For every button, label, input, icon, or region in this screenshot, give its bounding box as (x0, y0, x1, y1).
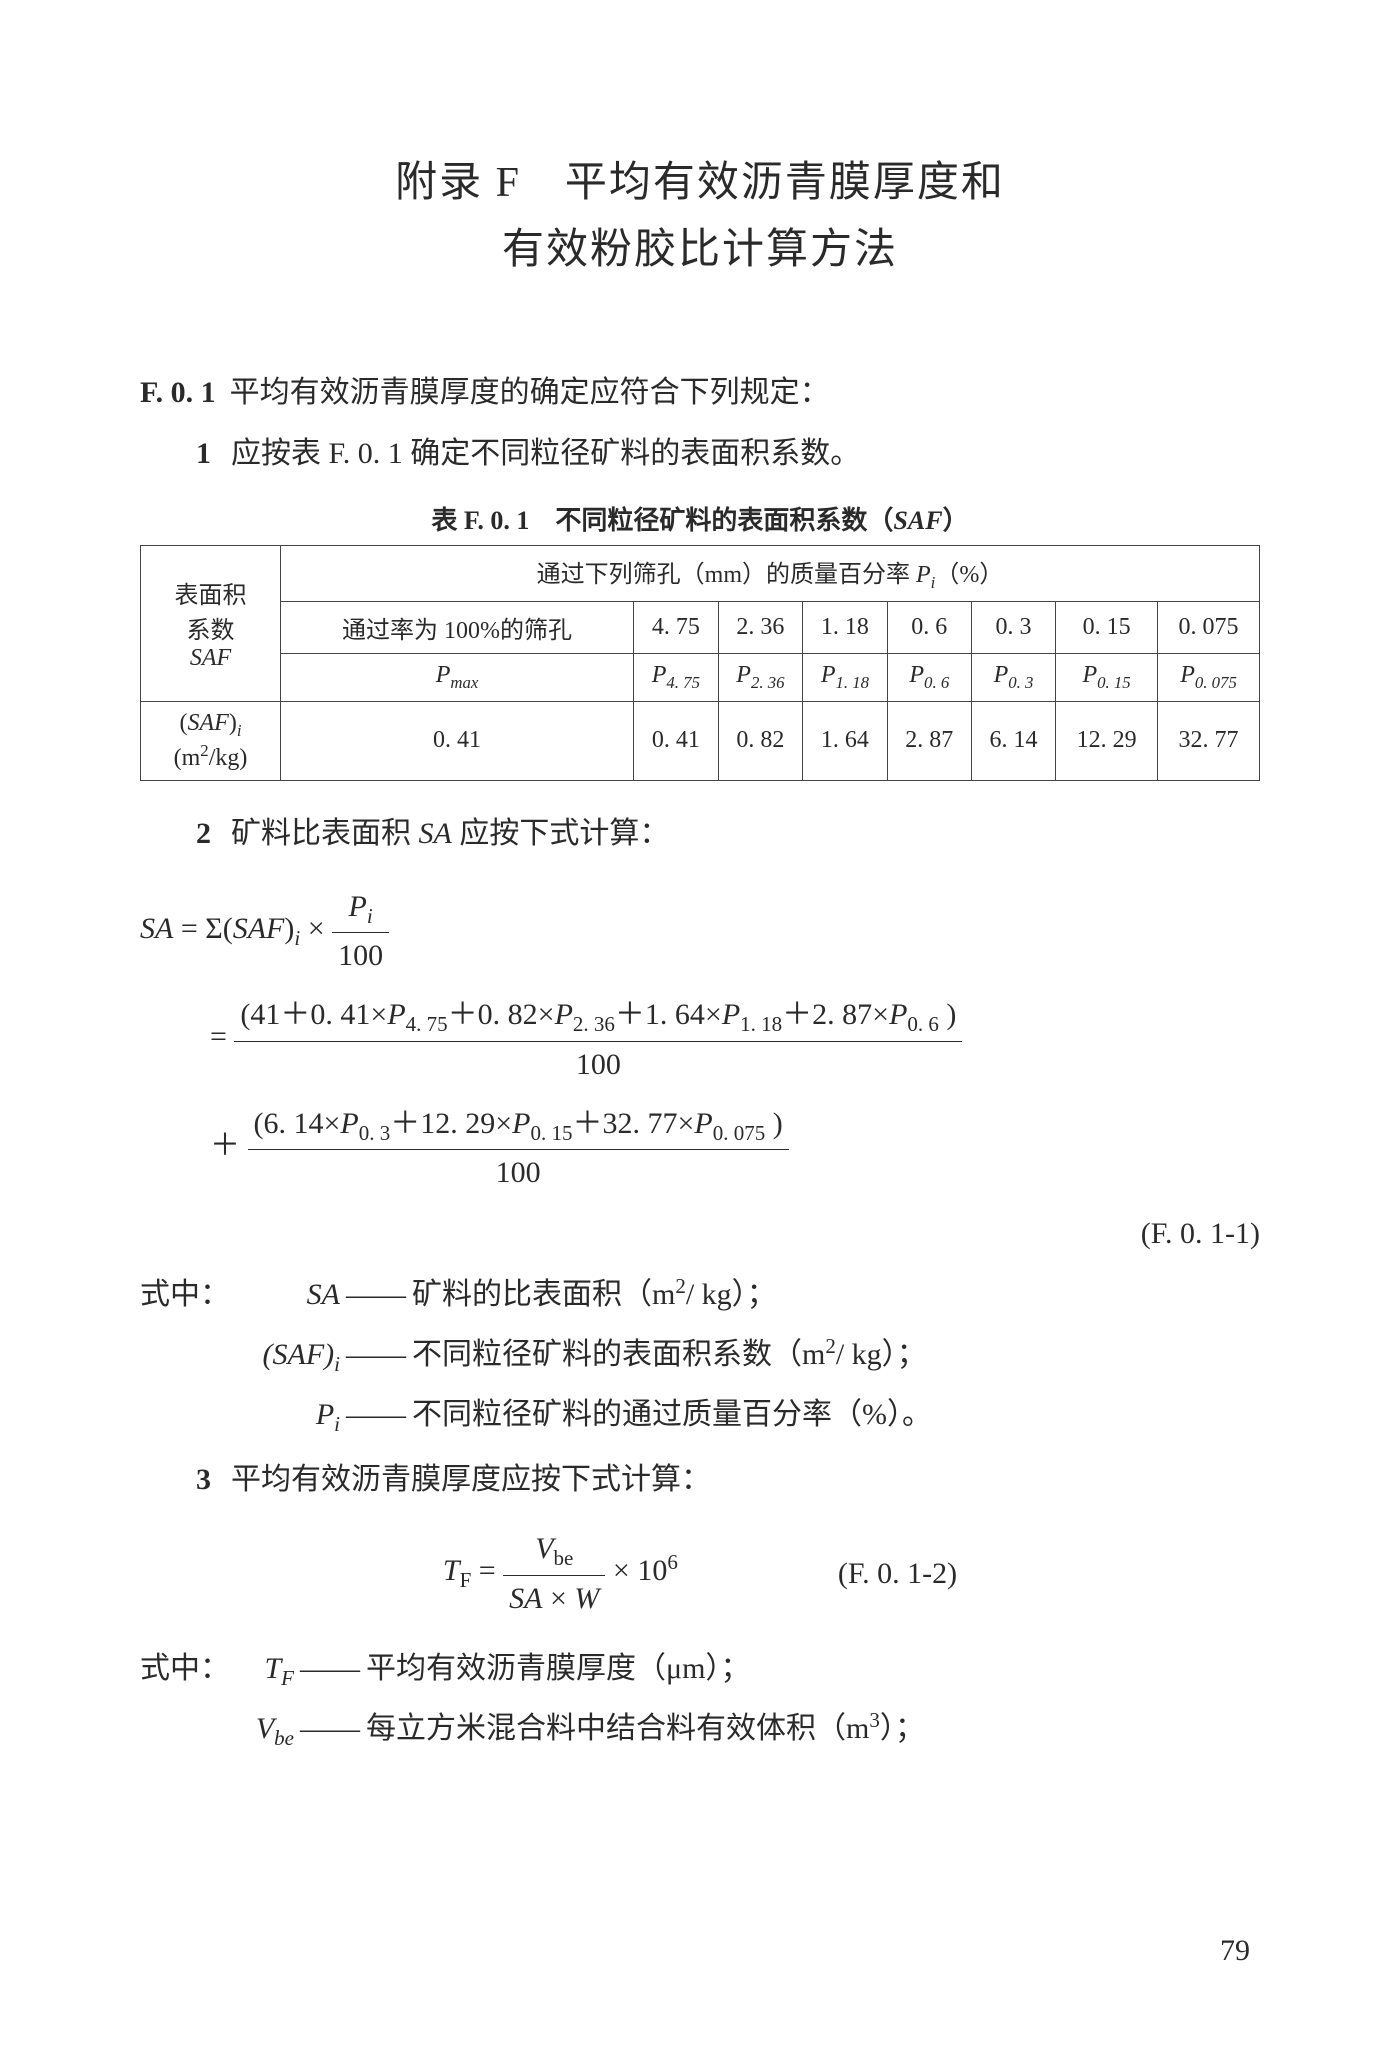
rowhead-3: SAF (145, 645, 276, 672)
table-cell: P1. 18 (803, 654, 888, 702)
table-cell: 2. 87 (887, 701, 971, 780)
item-2: 2 矿料比表面积 SA 应按下式计算： (140, 805, 1260, 862)
row-header-cell: 表面积 系数 SAF (141, 546, 281, 702)
table-caption-saf: SAF (893, 506, 942, 535)
table-caption-prefix: 表 F. 0. 1 不同粒径矿料的表面积系数（ (431, 506, 893, 535)
table-cell: 12. 29 (1056, 701, 1158, 780)
equation-number-2: (F. 0. 1-2) (838, 1557, 957, 1591)
table-cell: P4. 75 (634, 654, 719, 702)
table-cell: 通过率为 100%的筛孔 (281, 602, 634, 654)
table-cell: 0. 3 (971, 602, 1055, 654)
table-row: (SAF)i (m2/kg) 0. 41 0. 41 0. 82 1. 64 2… (141, 701, 1260, 780)
where-sym: Pi (234, 1385, 340, 1445)
where-block-2: 式中： TF —— 平均有效沥青膜厚度（μm）； Vbe —— 每立方米混合料中… (140, 1639, 1260, 1759)
table-cell: 4. 75 (634, 602, 719, 654)
page-number: 79 (1220, 1934, 1250, 1968)
item-1-text: 应按表 F. 0. 1 确定不同粒径矿料的表面积系数。 (231, 437, 860, 470)
span-header: 通过下列筛孔（mm）的质量百分率 Pi（%） (281, 546, 1260, 602)
table-cell: P0. 15 (1056, 654, 1158, 702)
rowhead-1: 表面积 (145, 575, 276, 610)
table-cell: 0. 15 (1056, 602, 1158, 654)
title-line-1: 附录 F 平均有效沥青膜厚度和 (140, 150, 1260, 217)
where-text: 不同粒径矿料的通过质量百分率（%）。 (412, 1385, 932, 1445)
title-line-2: 有效粉胶比计算方法 (140, 217, 1260, 284)
where-text: 每立方米混合料中结合料有效体积（m3）； (366, 1699, 925, 1759)
table-cell: 0. 82 (718, 701, 803, 780)
where-sym: TF (234, 1639, 294, 1699)
where-sym: (SAF)i (234, 1325, 340, 1385)
appendix-title: 附录 F 平均有效沥青膜厚度和 有效粉胶比计算方法 (140, 150, 1260, 284)
where-text: 平均有效沥青膜厚度（μm）； (366, 1639, 750, 1699)
table-caption: 表 F. 0. 1 不同粒径矿料的表面积系数（SAF） (140, 500, 1260, 537)
item-2-index: 2 (196, 817, 211, 850)
section-number: F. 0. 1 (140, 376, 216, 409)
where-block-1: 式中： SA —— 矿料的比表面积（m2/ kg）； (SAF)i —— 不同粒… (140, 1265, 1260, 1445)
table-cell: 2. 36 (718, 602, 803, 654)
item-2-text: 矿料比表面积 SA 应按下式计算： (231, 817, 669, 850)
table-cell: P2. 36 (718, 654, 803, 702)
where-lead-2: 式中： (140, 1639, 234, 1699)
table-cell: 0. 075 (1158, 602, 1260, 654)
table-cell: P0. 075 (1158, 654, 1260, 702)
where-lead: 式中： (140, 1265, 234, 1325)
table-row: 表面积 系数 SAF 通过下列筛孔（mm）的质量百分率 Pi（%） (141, 546, 1260, 602)
item-3: 3 平均有效沥青膜厚度应按下式计算： (140, 1451, 1260, 1508)
equation-tf: TF = Vbe SA × W × 106 (F. 0. 1-2) (140, 1526, 1260, 1621)
where-text: 矿料的比表面积（m2/ kg）； (412, 1265, 777, 1325)
equation-number-1: (F. 0. 1-1) (140, 1217, 1260, 1251)
table-cell: 0. 41 (281, 701, 634, 780)
section-heading-text: 平均有效沥青膜厚度的确定应符合下列规定： (230, 376, 830, 409)
equation-sa: SA = Σ(SAF)i × Pi100 = (41＋0. 41×P4. 75＋… (140, 884, 1260, 1196)
where-sym: Vbe (234, 1699, 294, 1759)
table-cell: Pmax (281, 654, 634, 702)
table-cell: 1. 64 (803, 701, 888, 780)
item-1: 1 应按表 F. 0. 1 确定不同粒径矿料的表面积系数。 (140, 425, 1260, 482)
item-3-text: 平均有效沥青膜厚度应按下式计算： (231, 1463, 711, 1496)
table-cell: 1. 18 (803, 602, 888, 654)
rowhead-2: 系数 (145, 610, 276, 645)
table-cell: 0. 41 (634, 701, 719, 780)
table-cell: P0. 3 (971, 654, 1055, 702)
item-1-index: 1 (196, 437, 211, 470)
row2-header: (SAF)i (m2/kg) (141, 701, 281, 780)
table-cell: 32. 77 (1158, 701, 1260, 780)
table-cell: 6. 14 (971, 701, 1055, 780)
table-row: Pmax P4. 75 P2. 36 P1. 18 P0. 6 P0. 3 P0… (141, 654, 1260, 702)
where-text: 不同粒径矿料的表面积系数（m2/ kg）； (412, 1325, 927, 1385)
section-heading: F. 0. 1 平均有效沥青膜厚度的确定应符合下列规定： (140, 364, 1260, 421)
table-cell: 0. 6 (887, 602, 971, 654)
item-3-index: 3 (196, 1463, 211, 1496)
saf-table: 表面积 系数 SAF 通过下列筛孔（mm）的质量百分率 Pi（%） 通过率为 1… (140, 545, 1260, 780)
table-row: 通过率为 100%的筛孔 4. 75 2. 36 1. 18 0. 6 0. 3… (141, 602, 1260, 654)
table-cell: P0. 6 (887, 654, 971, 702)
where-sym: SA (234, 1265, 340, 1325)
table-caption-suffix: ） (943, 506, 969, 535)
